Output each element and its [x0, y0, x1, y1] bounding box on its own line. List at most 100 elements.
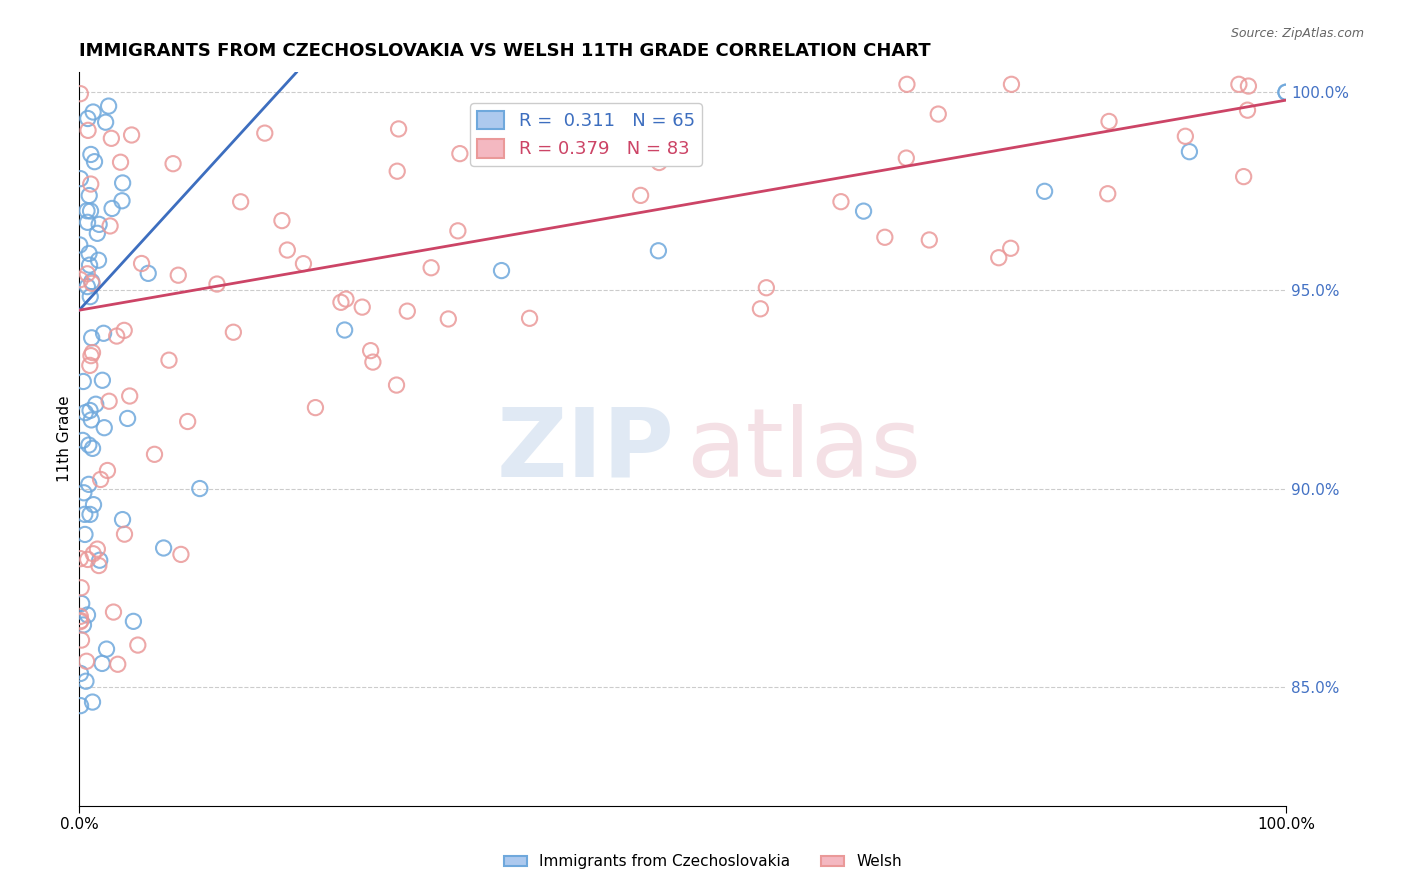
Point — [77, 123, 100, 137]
Point — [80, 275, 103, 289]
Point — [1227, 78, 1250, 92]
Point — [83, 498, 105, 512]
Point — [82, 105, 104, 120]
Point — [72, 375, 94, 389]
Point — [352, 300, 374, 314]
Point — [76, 607, 98, 622]
Point — [111, 176, 134, 190]
Point — [79, 508, 101, 522]
Point — [110, 155, 132, 169]
Point — [1097, 186, 1119, 201]
Point — [69, 272, 91, 286]
Point — [77, 246, 100, 260]
Text: ZIP: ZIP — [498, 403, 675, 497]
Point — [77, 188, 100, 202]
Point — [896, 151, 918, 165]
Point — [176, 415, 198, 429]
Point — [93, 420, 115, 434]
Point — [105, 329, 128, 343]
Point — [162, 157, 184, 171]
Point — [112, 323, 135, 337]
Point — [77, 438, 100, 452]
Point — [76, 112, 98, 126]
Point — [82, 547, 104, 561]
Point — [271, 213, 294, 227]
Point — [103, 605, 125, 619]
Point — [647, 244, 669, 258]
Point — [755, 281, 778, 295]
Point — [80, 277, 103, 291]
Point — [76, 654, 98, 668]
Point — [94, 115, 117, 129]
Point — [89, 553, 111, 567]
Point — [75, 406, 97, 420]
Text: atlas: atlas — [686, 403, 921, 497]
Point — [80, 147, 103, 161]
Point — [69, 171, 91, 186]
Point — [91, 373, 114, 387]
Point — [1275, 85, 1298, 99]
Text: IMMIGRANTS FROM CZECHOSLOVAKIA VS WELSH 11TH GRADE CORRELATION CHART: IMMIGRANTS FROM CZECHOSLOVAKIA VS WELSH … — [79, 42, 931, 60]
Point — [97, 99, 120, 113]
Point — [222, 325, 245, 339]
Point — [83, 154, 105, 169]
Point — [491, 263, 513, 277]
Point — [121, 128, 143, 142]
Point — [72, 618, 94, 632]
Point — [927, 107, 949, 121]
Point — [69, 666, 91, 681]
Point — [87, 253, 110, 268]
Point — [1098, 114, 1121, 128]
Point — [70, 597, 93, 611]
Point — [98, 394, 121, 409]
Point — [91, 657, 114, 671]
Point — [1033, 184, 1056, 198]
Point — [79, 403, 101, 417]
Point — [167, 268, 190, 283]
Legend: Immigrants from Czechoslovakia, Welsh: Immigrants from Czechoslovakia, Welsh — [498, 848, 908, 875]
Point — [157, 353, 180, 368]
Point — [86, 542, 108, 557]
Point — [385, 378, 408, 392]
Point — [69, 87, 91, 101]
Point — [79, 258, 101, 272]
Point — [896, 78, 918, 92]
Point — [80, 177, 103, 191]
Point — [335, 292, 357, 306]
Point — [72, 434, 94, 448]
Point — [80, 349, 103, 363]
Point — [361, 355, 384, 369]
Point — [1000, 78, 1022, 92]
Point — [387, 164, 409, 178]
Point — [114, 527, 136, 541]
Point — [73, 508, 96, 522]
Point — [648, 155, 671, 169]
Point — [79, 204, 101, 219]
Point — [1237, 78, 1260, 93]
Point — [90, 473, 112, 487]
Point — [122, 615, 145, 629]
Point — [830, 194, 852, 209]
Point — [136, 266, 159, 280]
Point — [69, 609, 91, 624]
Point — [253, 126, 276, 140]
Point — [101, 202, 124, 216]
Point — [96, 463, 118, 477]
Point — [873, 230, 896, 244]
Point — [449, 146, 471, 161]
Point — [1178, 145, 1201, 159]
Point — [1233, 169, 1256, 184]
Point — [70, 581, 93, 595]
Point — [229, 194, 252, 209]
Point — [118, 389, 141, 403]
Point — [420, 260, 443, 275]
Point — [69, 615, 91, 629]
Point — [918, 233, 941, 247]
Point — [79, 290, 101, 304]
Point — [188, 482, 211, 496]
Point — [96, 642, 118, 657]
Y-axis label: 11th Grade: 11th Grade — [58, 396, 72, 483]
Point — [80, 331, 103, 345]
Point — [82, 345, 104, 359]
Point — [69, 698, 91, 713]
